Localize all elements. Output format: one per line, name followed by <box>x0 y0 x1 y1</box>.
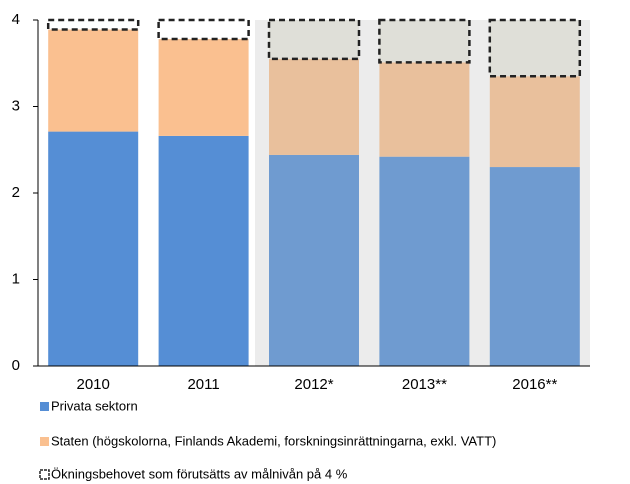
x-tick-label: 2011 <box>187 376 219 393</box>
y-tick-label: 1 <box>12 270 20 287</box>
bar-segment <box>379 62 470 157</box>
x-tick-label: 2016** <box>512 376 557 393</box>
bar-segment <box>489 167 580 366</box>
bar-segment <box>46 18 140 31</box>
legend-swatch <box>40 402 49 411</box>
legend-swatch <box>40 437 49 446</box>
bar-segment <box>48 29 139 132</box>
y-tick-label: 4 <box>12 11 20 28</box>
bar-segment <box>158 135 249 366</box>
y-tick-label: 0 <box>12 357 20 374</box>
bar-segment <box>269 58 359 155</box>
bar-segment <box>158 39 249 136</box>
x-tick-label: 2012* <box>294 376 333 393</box>
bar-segment <box>48 131 139 366</box>
bar-segment <box>267 18 361 61</box>
legend-label: Ökningsbehovet som förutsätts av målnivå… <box>51 466 348 481</box>
bar-segment <box>157 18 250 41</box>
x-tick-label: 2013** <box>402 376 447 393</box>
legend-swatch <box>39 469 50 480</box>
x-tick-label: 2010 <box>77 376 110 393</box>
y-tick-label: 2 <box>12 184 20 201</box>
bar-segment <box>379 156 470 366</box>
bar-segment <box>378 18 471 64</box>
legend-label: Staten (högskolorna, Finlands Akademi, f… <box>51 433 496 448</box>
legend-label: Privata sektorn <box>51 398 138 413</box>
bar-segment <box>488 18 582 78</box>
bar-segment <box>269 154 359 366</box>
y-tick-label: 3 <box>12 97 20 114</box>
bar-segment <box>489 76 580 168</box>
